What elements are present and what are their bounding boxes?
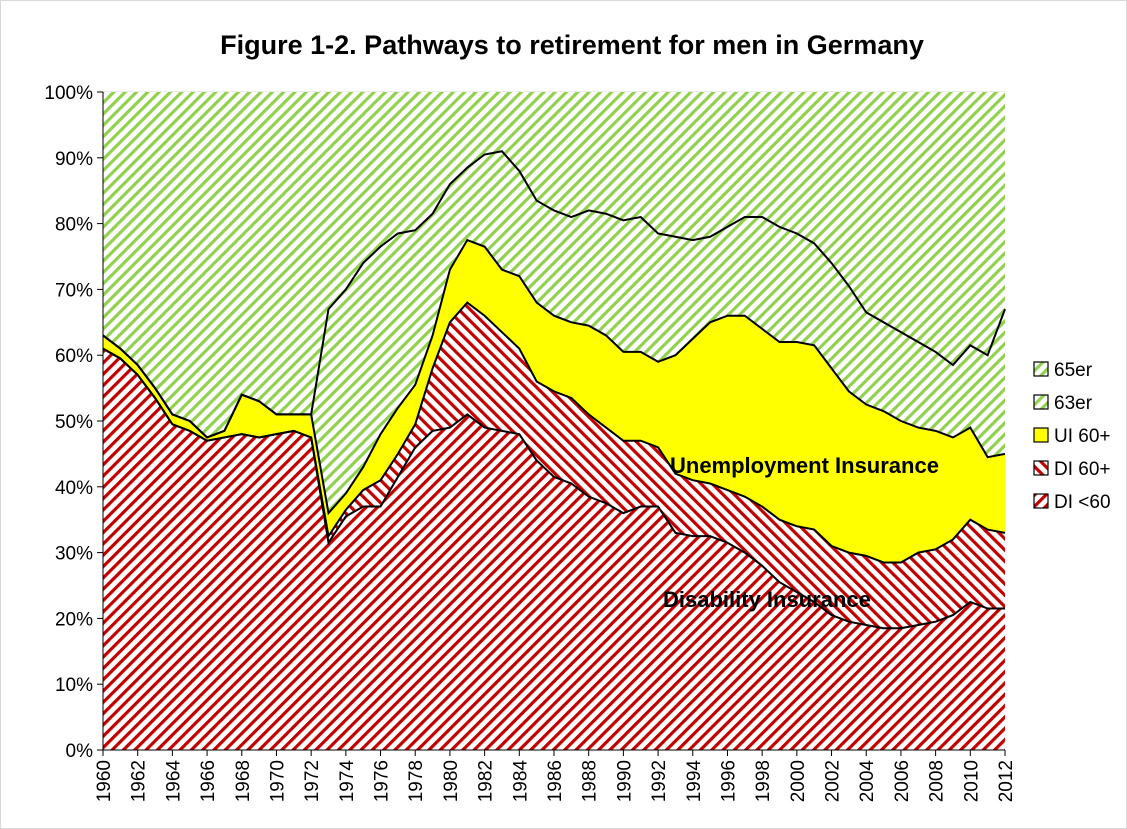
y-tick-label: 70%: [55, 280, 93, 301]
legend-label: 63er: [1054, 393, 1093, 414]
y-tick-label: 20%: [55, 609, 93, 630]
legend-label: 65er: [1054, 360, 1093, 381]
legend-label: UI 60+: [1054, 426, 1111, 447]
x-tick-label: 1992: [649, 760, 670, 802]
x-tick-label: 1996: [718, 760, 739, 802]
y-tick-label: 40%: [55, 478, 93, 499]
y-tick-label: 10%: [55, 675, 93, 696]
area: [103, 151, 1005, 514]
x-tick-label: 1966: [198, 760, 219, 802]
x-tick-label: 1976: [372, 760, 393, 802]
x-tick-label: 1998: [753, 760, 774, 802]
y-tick-label: 100%: [44, 83, 93, 104]
x-tick-label: 1980: [441, 760, 462, 802]
legend-swatch: [1033, 394, 1049, 410]
x-tick-label: 1970: [267, 760, 288, 802]
y-tick-label: 50%: [55, 412, 93, 433]
annotation: Unemployment Insurance: [670, 453, 939, 478]
x-tick-label: 1988: [580, 760, 601, 802]
x-tick-label: 1962: [129, 760, 150, 802]
legend-swatch: [1033, 427, 1049, 443]
chart-title: Figure 1-2. Pathways to retirement for m…: [220, 30, 924, 60]
x-tick-label: 2008: [927, 760, 948, 802]
area: [103, 348, 1005, 750]
y-tick-label: 30%: [55, 544, 93, 565]
area: [103, 302, 1005, 629]
area: [103, 240, 1005, 563]
y-tick-label: 80%: [55, 215, 93, 236]
x-tick-label: 2012: [996, 760, 1017, 802]
y-tick-label: 60%: [55, 346, 93, 367]
x-tick-label: 2006: [892, 760, 913, 802]
legend-swatch: [1033, 361, 1049, 377]
x-tick-label: 1990: [614, 760, 635, 802]
x-tick-label: 2004: [857, 760, 878, 803]
legend-swatch: [1033, 493, 1049, 509]
legend-label: DI 60+: [1054, 459, 1111, 480]
legend-label: DI <60: [1054, 492, 1111, 513]
y-tick-label: 90%: [55, 149, 93, 170]
x-tick-label: 1994: [684, 760, 705, 803]
x-tick-label: 2000: [788, 760, 809, 802]
x-tick-label: 1986: [545, 760, 566, 802]
area-edge: [102, 150, 1006, 439]
x-tick-label: 1964: [163, 760, 184, 803]
area: [103, 92, 1005, 438]
area-edge: [102, 301, 1006, 564]
x-tick-label: 1960: [94, 760, 115, 802]
x-tick-label: 2002: [823, 760, 844, 802]
y-tick-label: 0%: [66, 741, 94, 762]
x-tick-label: 1978: [406, 760, 427, 802]
x-tick-label: 1974: [337, 760, 358, 803]
x-tick-label: 1982: [476, 760, 497, 802]
x-tick-label: 1972: [302, 760, 323, 802]
x-tick-label: 1984: [510, 760, 531, 803]
legend-swatch: [1033, 460, 1049, 476]
annotation: Disability Insurance: [663, 587, 871, 612]
x-tick-label: 1968: [233, 760, 254, 802]
x-tick-label: 2010: [961, 760, 982, 802]
